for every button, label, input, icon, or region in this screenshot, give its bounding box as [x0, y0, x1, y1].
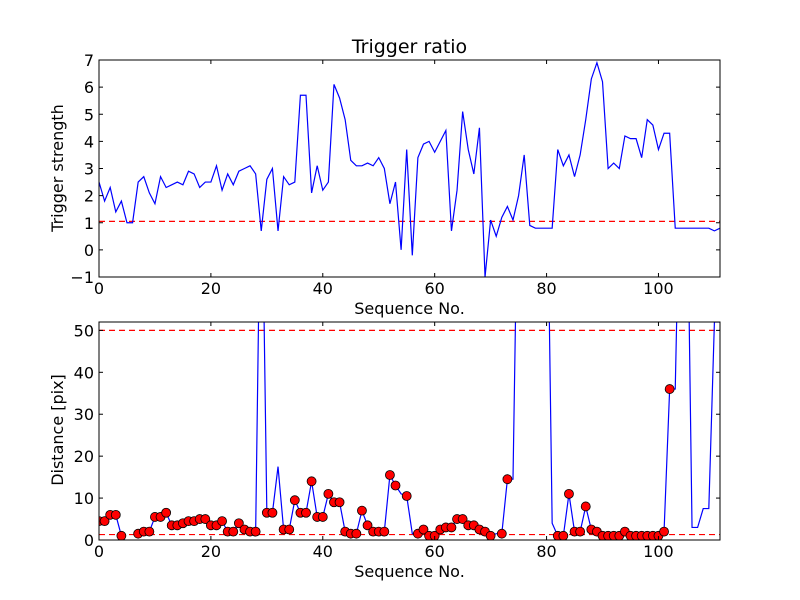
- data-point: [334, 497, 345, 508]
- y-tick-label: −1: [70, 268, 94, 287]
- x-tick-label: 20: [201, 542, 221, 561]
- x-axis-label: Sequence No.: [354, 562, 465, 581]
- data-point: [379, 526, 390, 537]
- data-point: [385, 470, 395, 480]
- data-point: [301, 507, 311, 518]
- data-point: [317, 512, 328, 522]
- data-point: [233, 518, 244, 529]
- data-point: [228, 526, 239, 537]
- y-tick-label: 30: [74, 405, 94, 424]
- chart-title: Trigger ratio: [351, 36, 467, 58]
- data-point: [429, 530, 440, 540]
- x-tick-label: 0: [94, 279, 104, 298]
- x-tick-label: 100: [643, 542, 674, 561]
- data-point: [144, 526, 155, 537]
- y-tick-label: 3: [84, 160, 94, 179]
- x-tick-label: 40: [313, 542, 333, 561]
- data-point: [457, 514, 468, 524]
- plot-area: [99, 60, 720, 277]
- data-point: [284, 524, 295, 535]
- y-tick-label: 0: [84, 531, 94, 550]
- trigger-ratio-chart: Trigger ratio Sequence No. Trigger stren…: [48, 36, 721, 318]
- data-point: [659, 526, 669, 537]
- data-point: [580, 501, 591, 512]
- data-point: [351, 528, 362, 539]
- data-point: [564, 488, 574, 499]
- x-tick-label: 80: [536, 279, 556, 298]
- x-tick-label: 100: [643, 279, 674, 298]
- data-point: [289, 495, 300, 506]
- y-tick-label: 6: [84, 78, 94, 97]
- data-point: [558, 530, 569, 540]
- data-point: [502, 474, 513, 485]
- data-point: [110, 509, 121, 520]
- y-tick-label: 5: [84, 105, 94, 124]
- y-tick-label: 20: [74, 447, 94, 466]
- y-tick-label: 7: [84, 51, 94, 70]
- data-point: [485, 530, 496, 540]
- data-point: [362, 520, 373, 531]
- x-tick-label: 40: [313, 279, 333, 298]
- data-point: [418, 524, 429, 535]
- data-point: [161, 507, 172, 518]
- data-point: [217, 516, 227, 527]
- x-tick-label: 20: [201, 279, 221, 298]
- y-tick-label: 50: [74, 321, 94, 340]
- data-point: [575, 526, 586, 537]
- data-point: [390, 480, 401, 491]
- x-tick-label: 80: [536, 542, 556, 561]
- data-point: [496, 528, 507, 539]
- x-tick-label: 0: [94, 542, 104, 561]
- data-point: [664, 384, 675, 394]
- data-point: [267, 507, 278, 518]
- data-point: [116, 530, 127, 540]
- y-tick-label: 40: [74, 363, 94, 382]
- series-line: [99, 60, 720, 277]
- y-tick-label: 10: [74, 489, 94, 508]
- distance-chart: Sequence No. Distance [pix] 0 20 40 60 80 100…: [48, 321, 721, 581]
- axes-frame: [98, 321, 721, 541]
- data-point: [357, 505, 367, 516]
- data-point: [401, 491, 412, 501]
- data-point: [306, 476, 317, 487]
- plot-area: [99, 322, 720, 540]
- y-tick-label: 1: [84, 214, 94, 233]
- data-point: [323, 488, 334, 499]
- data-point: [446, 522, 457, 533]
- x-tick-label: 60: [424, 279, 444, 298]
- data-point: [99, 516, 110, 527]
- y-tick-label: 2: [84, 187, 94, 206]
- y-axis-label: Trigger strength: [48, 104, 67, 233]
- y-axis-label: Distance [pix]: [48, 374, 67, 486]
- y-tick-label: 0: [84, 241, 94, 260]
- data-point: [250, 526, 261, 537]
- x-axis-label: Sequence No.: [354, 299, 465, 318]
- data-point: [200, 514, 211, 524]
- x-tick-label: 60: [424, 542, 444, 561]
- y-tick-label: 4: [84, 132, 94, 151]
